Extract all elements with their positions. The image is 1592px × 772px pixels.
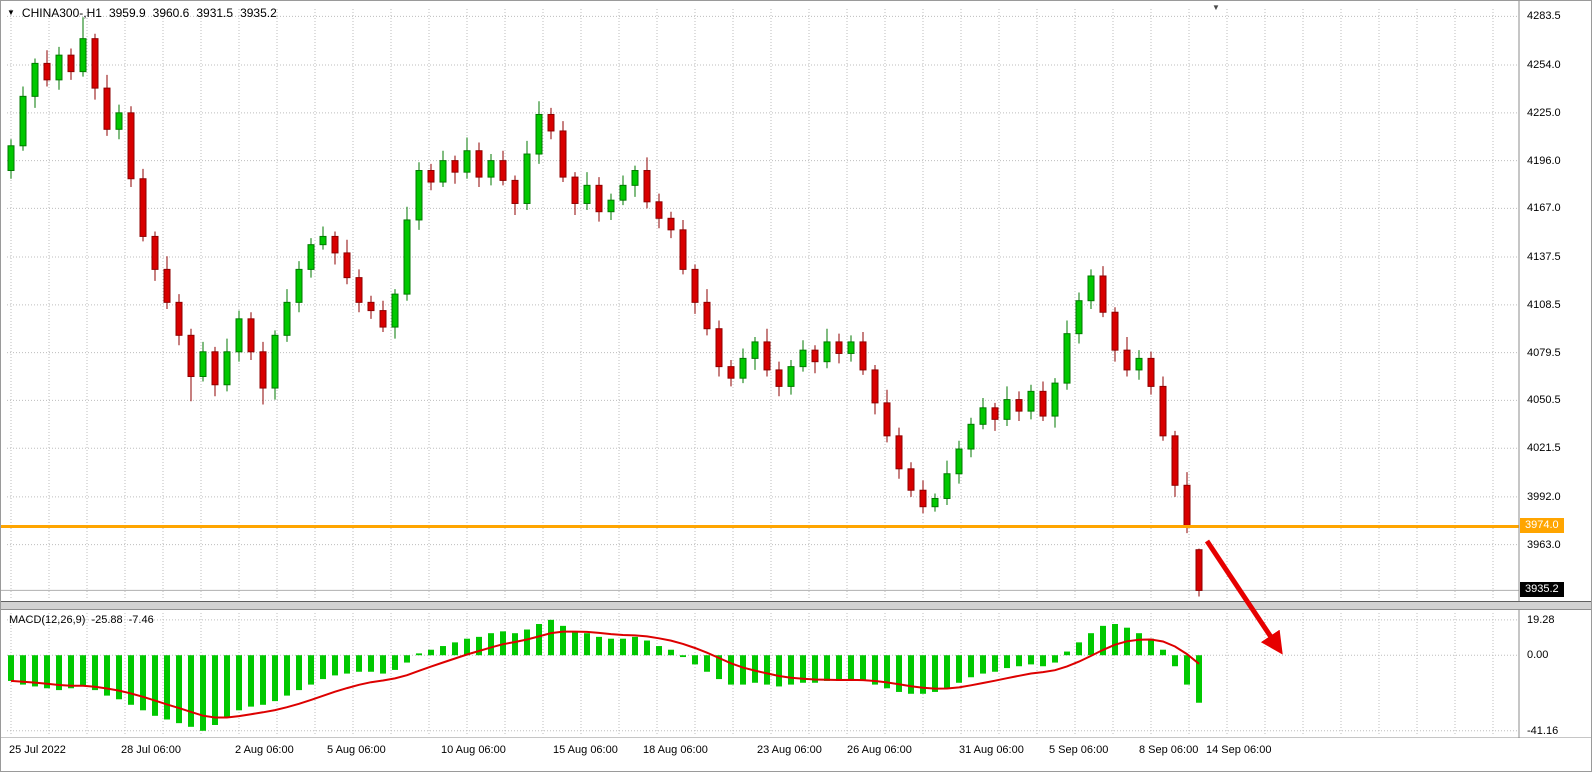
macd-signal-value: -7.46 [128,614,154,626]
price-tick-label: 4254.0 [1527,59,1561,72]
price-tick-label: 4079.5 [1527,346,1561,359]
price-tick-label: 3992.0 [1527,490,1561,503]
time-tick-label: 2 Aug 06:00 [235,744,294,756]
price-tick-label: 4108.5 [1527,298,1561,311]
time-tick-label: 14 Sep 06:00 [1206,744,1272,756]
macd-title: MACD(12,26,9) [9,614,86,626]
indicator-tick-label: -41.16 [1527,724,1559,737]
price-tick-label: 3963.0 [1527,538,1561,551]
time-tick-label: 28 Jul 06:00 [121,744,181,756]
price-tick-label: 4167.0 [1527,202,1561,215]
indicator-tick-label: 19.28 [1527,613,1555,626]
chart-header: ▼ CHINA300-,H1 3959.9 3960.6 3931.5 3935… [7,6,277,20]
price-tick-label: 4050.5 [1527,394,1561,407]
price-tick-label: 4021.5 [1527,442,1561,455]
last-price-badge: 3935.2 [1520,582,1564,598]
macd-indicator-label: MACD(12,26,9) -25.88 -7.46 [9,614,154,626]
indicator-tick-label: 0.00 [1527,649,1549,662]
time-tick-label: 23 Aug 06:00 [757,744,822,756]
symbol-timeframe-label: CHINA300-,H1 [21,6,102,20]
time-tick-label: 18 Aug 06:00 [643,744,708,756]
hline-price-badge: 3974.0 [1520,518,1564,534]
time-tick-label: 31 Aug 06:00 [959,744,1024,756]
symbol-dropdown-icon[interactable]: ▼ [7,8,15,17]
panel-splitter[interactable] [1,601,1591,610]
price-tick-label: 4225.0 [1527,106,1561,119]
time-tick-label: 8 Sep 06:00 [1139,744,1199,756]
quote-close: 3935.2 [240,6,277,20]
price-tick-label: 4137.5 [1527,251,1561,264]
time-tick-label: 10 Aug 06:00 [441,744,506,756]
quote-low: 3931.5 [196,6,234,20]
time-tick-label: 15 Aug 06:00 [553,744,618,756]
price-axis[interactable]: 4283.5 4254.0 4225.0 4196.0 4167.0 4137.5 4108… [1520,1,1591,738]
time-tick-label: 25 Jul 2022 [9,744,66,756]
price-tick-label: 4196.0 [1527,154,1561,167]
time-tick-label: 5 Aug 06:00 [327,744,386,756]
quote-high: 3960.6 [152,6,190,20]
quote-open: 3959.9 [108,6,146,20]
price-tick-label: 4283.5 [1527,10,1561,23]
macd-value: -25.88 [91,614,123,626]
time-axis[interactable]: 25 Jul 2022 28 Jul 06:00 2 Aug 06:00 5 Aug … [1,738,1591,771]
time-tick-label: 26 Aug 06:00 [847,744,912,756]
time-tick-label: 5 Sep 06:00 [1049,744,1109,756]
chart-shift-marker-icon[interactable]: ▼ [1212,3,1220,12]
